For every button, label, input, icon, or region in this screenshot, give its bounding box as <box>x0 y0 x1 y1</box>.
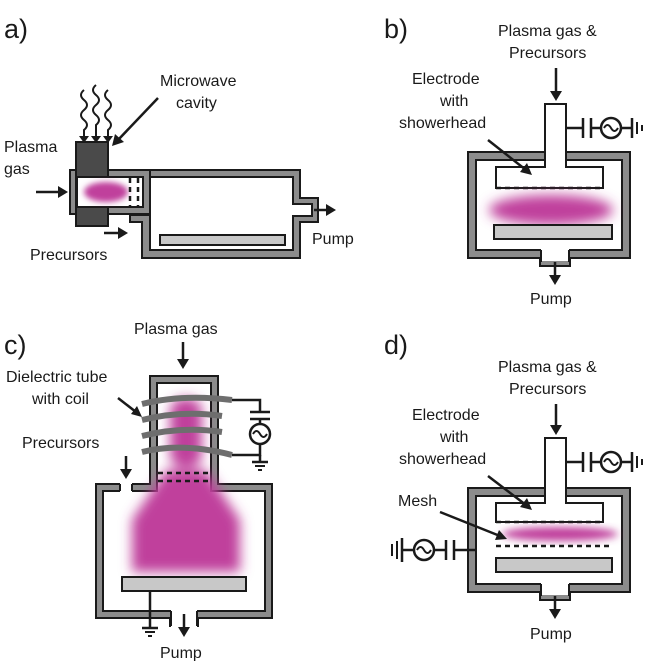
panel-b-label: b) <box>384 14 408 44</box>
panel-d-substrate <box>495 557 613 573</box>
arrowhead-icon <box>495 530 507 540</box>
panel-d: d) Plasma gas & Precursors <box>384 330 643 643</box>
panel-c: c) Plasma gas <box>4 321 273 661</box>
panel-a-plasma <box>84 182 128 202</box>
mesh-label: Mesh <box>398 493 437 510</box>
panel-d-electrode <box>495 437 604 523</box>
mesh-bias-source-icon <box>391 538 476 562</box>
mesh-pointer <box>439 510 501 538</box>
arrowhead-icon <box>120 469 132 479</box>
plasma-gas-label-c: Plasma gas <box>134 321 218 338</box>
panel-a-substrate <box>159 234 286 246</box>
pump-label-d: Pump <box>530 626 572 643</box>
panel-b-electrode <box>495 103 604 189</box>
rf-source-icon <box>232 398 272 471</box>
panel-a-chamber-interior <box>149 176 313 251</box>
arrowhead-icon <box>118 227 128 239</box>
arrowhead-icon <box>178 627 190 637</box>
pump-label-c: Pump <box>160 645 202 661</box>
rf-source-icon <box>566 450 643 474</box>
precursors-label-c: Precursors <box>22 435 99 452</box>
rf-source-icon <box>566 116 643 140</box>
plasma-gas-label-2: gas <box>4 161 30 178</box>
panel-d-label: d) <box>384 330 408 360</box>
electrode-pointer-b <box>487 139 527 171</box>
dielectric-tube-label: Dielectric tube <box>6 369 107 386</box>
arrowhead-icon <box>520 163 532 175</box>
coil-icon <box>141 394 233 458</box>
dielectric-tube-label-2: with coil <box>31 391 89 408</box>
arrowhead-icon <box>520 498 532 510</box>
arrowhead-icon <box>131 406 142 417</box>
panel-a: a) Microwave cavity Pl <box>4 14 354 264</box>
panel-b-plasma <box>489 195 613 225</box>
ground-icon <box>142 591 158 637</box>
microwave-cavity-pointer <box>117 97 159 141</box>
pump-label-a: Pump <box>312 231 354 248</box>
panel-d-plasma <box>502 527 618 541</box>
electrode-label-b: Electrode <box>412 71 480 88</box>
microwave-cavity-label: Microwave <box>160 73 237 90</box>
arrowhead-icon <box>549 609 561 619</box>
microwave-radiation-icon <box>79 84 113 143</box>
microwave-cavity-label-2: cavity <box>176 95 217 112</box>
arrowhead-icon <box>58 186 68 198</box>
electrode-label-d-3: showerhead <box>399 451 486 468</box>
panel-b: b) Plasma gas & Precursors <box>384 14 643 308</box>
feed-label-b: Plasma gas & <box>498 23 597 40</box>
arrowhead-icon <box>112 134 124 146</box>
electrode-label-d: Electrode <box>412 407 480 424</box>
electrode-label-b-3: showerhead <box>399 115 486 132</box>
electrode-label-b-2: with <box>439 93 468 110</box>
precursors-label: Precursors <box>30 247 107 264</box>
arrowhead-icon <box>550 91 562 101</box>
feed-label-d-2: Precursors <box>509 381 586 398</box>
panel-a-label: a) <box>4 14 28 44</box>
panel-b-substrate <box>493 224 613 240</box>
feed-label-d: Plasma gas & <box>498 359 597 376</box>
pump-label-b: Pump <box>530 291 572 308</box>
arrowhead-icon <box>550 425 562 435</box>
electrode-pointer-d <box>487 475 527 506</box>
panel-c-label: c) <box>4 330 27 360</box>
electrode-label-d-2: with <box>439 429 468 446</box>
panel-c-substrate <box>121 576 247 592</box>
dielectric-pointer <box>117 397 137 413</box>
feed-label-b-2: Precursors <box>509 45 586 62</box>
arrowhead-icon <box>549 275 561 285</box>
arrowhead-icon <box>326 204 336 216</box>
arrowhead-icon <box>177 359 189 369</box>
plasma-gas-label: Plasma <box>4 139 57 156</box>
